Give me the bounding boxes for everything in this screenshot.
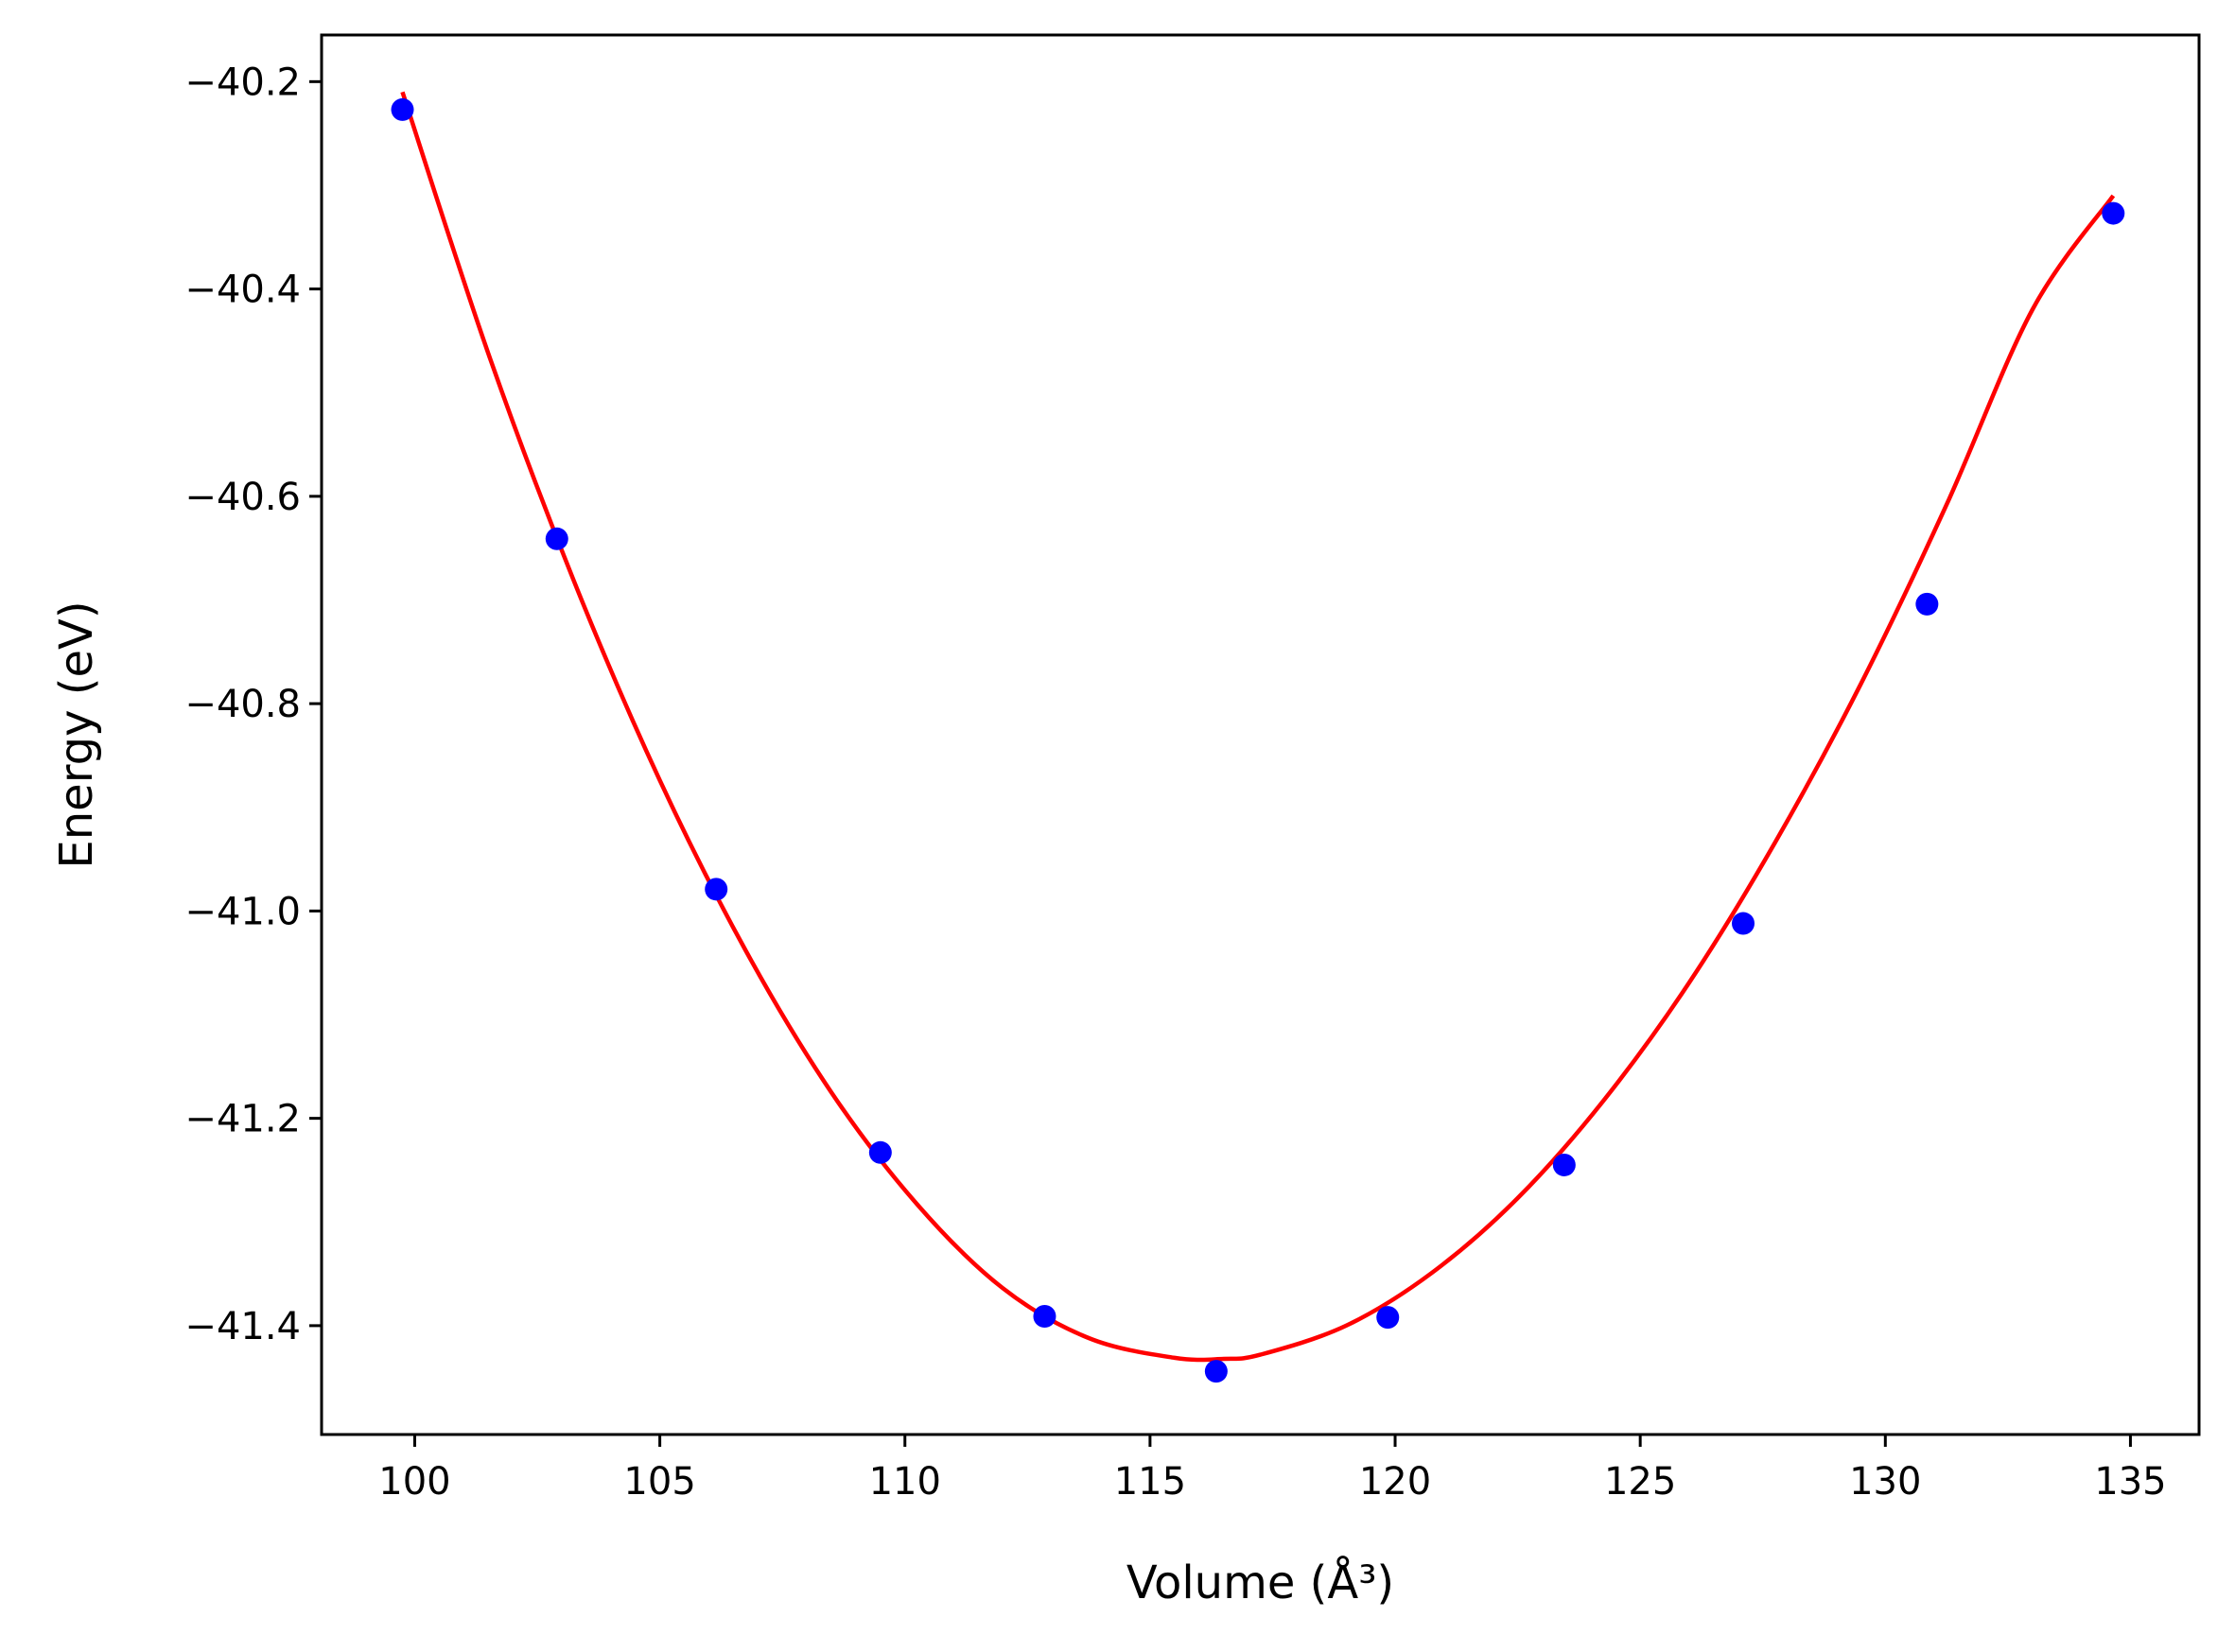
x-tick-label: 115 bbox=[1114, 1460, 1186, 1504]
data-point bbox=[1033, 1305, 1056, 1329]
x-axis: 100 105 110 115 120 125 130 135 bbox=[378, 1435, 2167, 1504]
x-tick-label: 110 bbox=[869, 1460, 941, 1504]
x-tick-label: 130 bbox=[1849, 1460, 1921, 1504]
x-tick-label: 120 bbox=[1359, 1460, 1431, 1504]
x-tick-label: 125 bbox=[1604, 1460, 1676, 1504]
data-point bbox=[2102, 201, 2125, 225]
y-tick-label: −40.8 bbox=[184, 683, 301, 726]
x-tick-label: 100 bbox=[378, 1460, 450, 1504]
data-point bbox=[705, 878, 728, 901]
plot-frame bbox=[320, 33, 2201, 1436]
fit-curve-layer bbox=[400, 91, 2116, 1363]
data-point bbox=[1915, 592, 1939, 616]
data-point bbox=[1552, 1153, 1576, 1176]
y-axis-title: Energy (eV) bbox=[50, 600, 103, 868]
y-tick-label: −41.0 bbox=[184, 890, 301, 933]
x-tick-label: 135 bbox=[2094, 1460, 2166, 1504]
x-tick-label: 105 bbox=[623, 1460, 695, 1504]
data-point bbox=[868, 1140, 892, 1164]
data-point bbox=[391, 97, 414, 121]
y-tick-label: −41.2 bbox=[184, 1098, 301, 1141]
x-axis-title: Volume (Å³) bbox=[1126, 1556, 1394, 1609]
data-point bbox=[545, 527, 568, 550]
data-point bbox=[1376, 1306, 1400, 1330]
data-point bbox=[1732, 912, 1755, 935]
data-point-layer bbox=[391, 97, 2125, 1383]
fit-curve-line bbox=[400, 91, 2116, 1363]
y-tick-label: −40.6 bbox=[184, 476, 301, 519]
y-tick-label: −41.4 bbox=[184, 1305, 301, 1348]
data-point bbox=[1204, 1360, 1228, 1383]
y-tick-label: −40.2 bbox=[184, 61, 301, 104]
y-axis: −40.2 −40.4 −40.6 −40.8 −41.0 −41.2 −41.4 bbox=[184, 61, 322, 1348]
y-tick-label: −40.4 bbox=[184, 269, 301, 312]
